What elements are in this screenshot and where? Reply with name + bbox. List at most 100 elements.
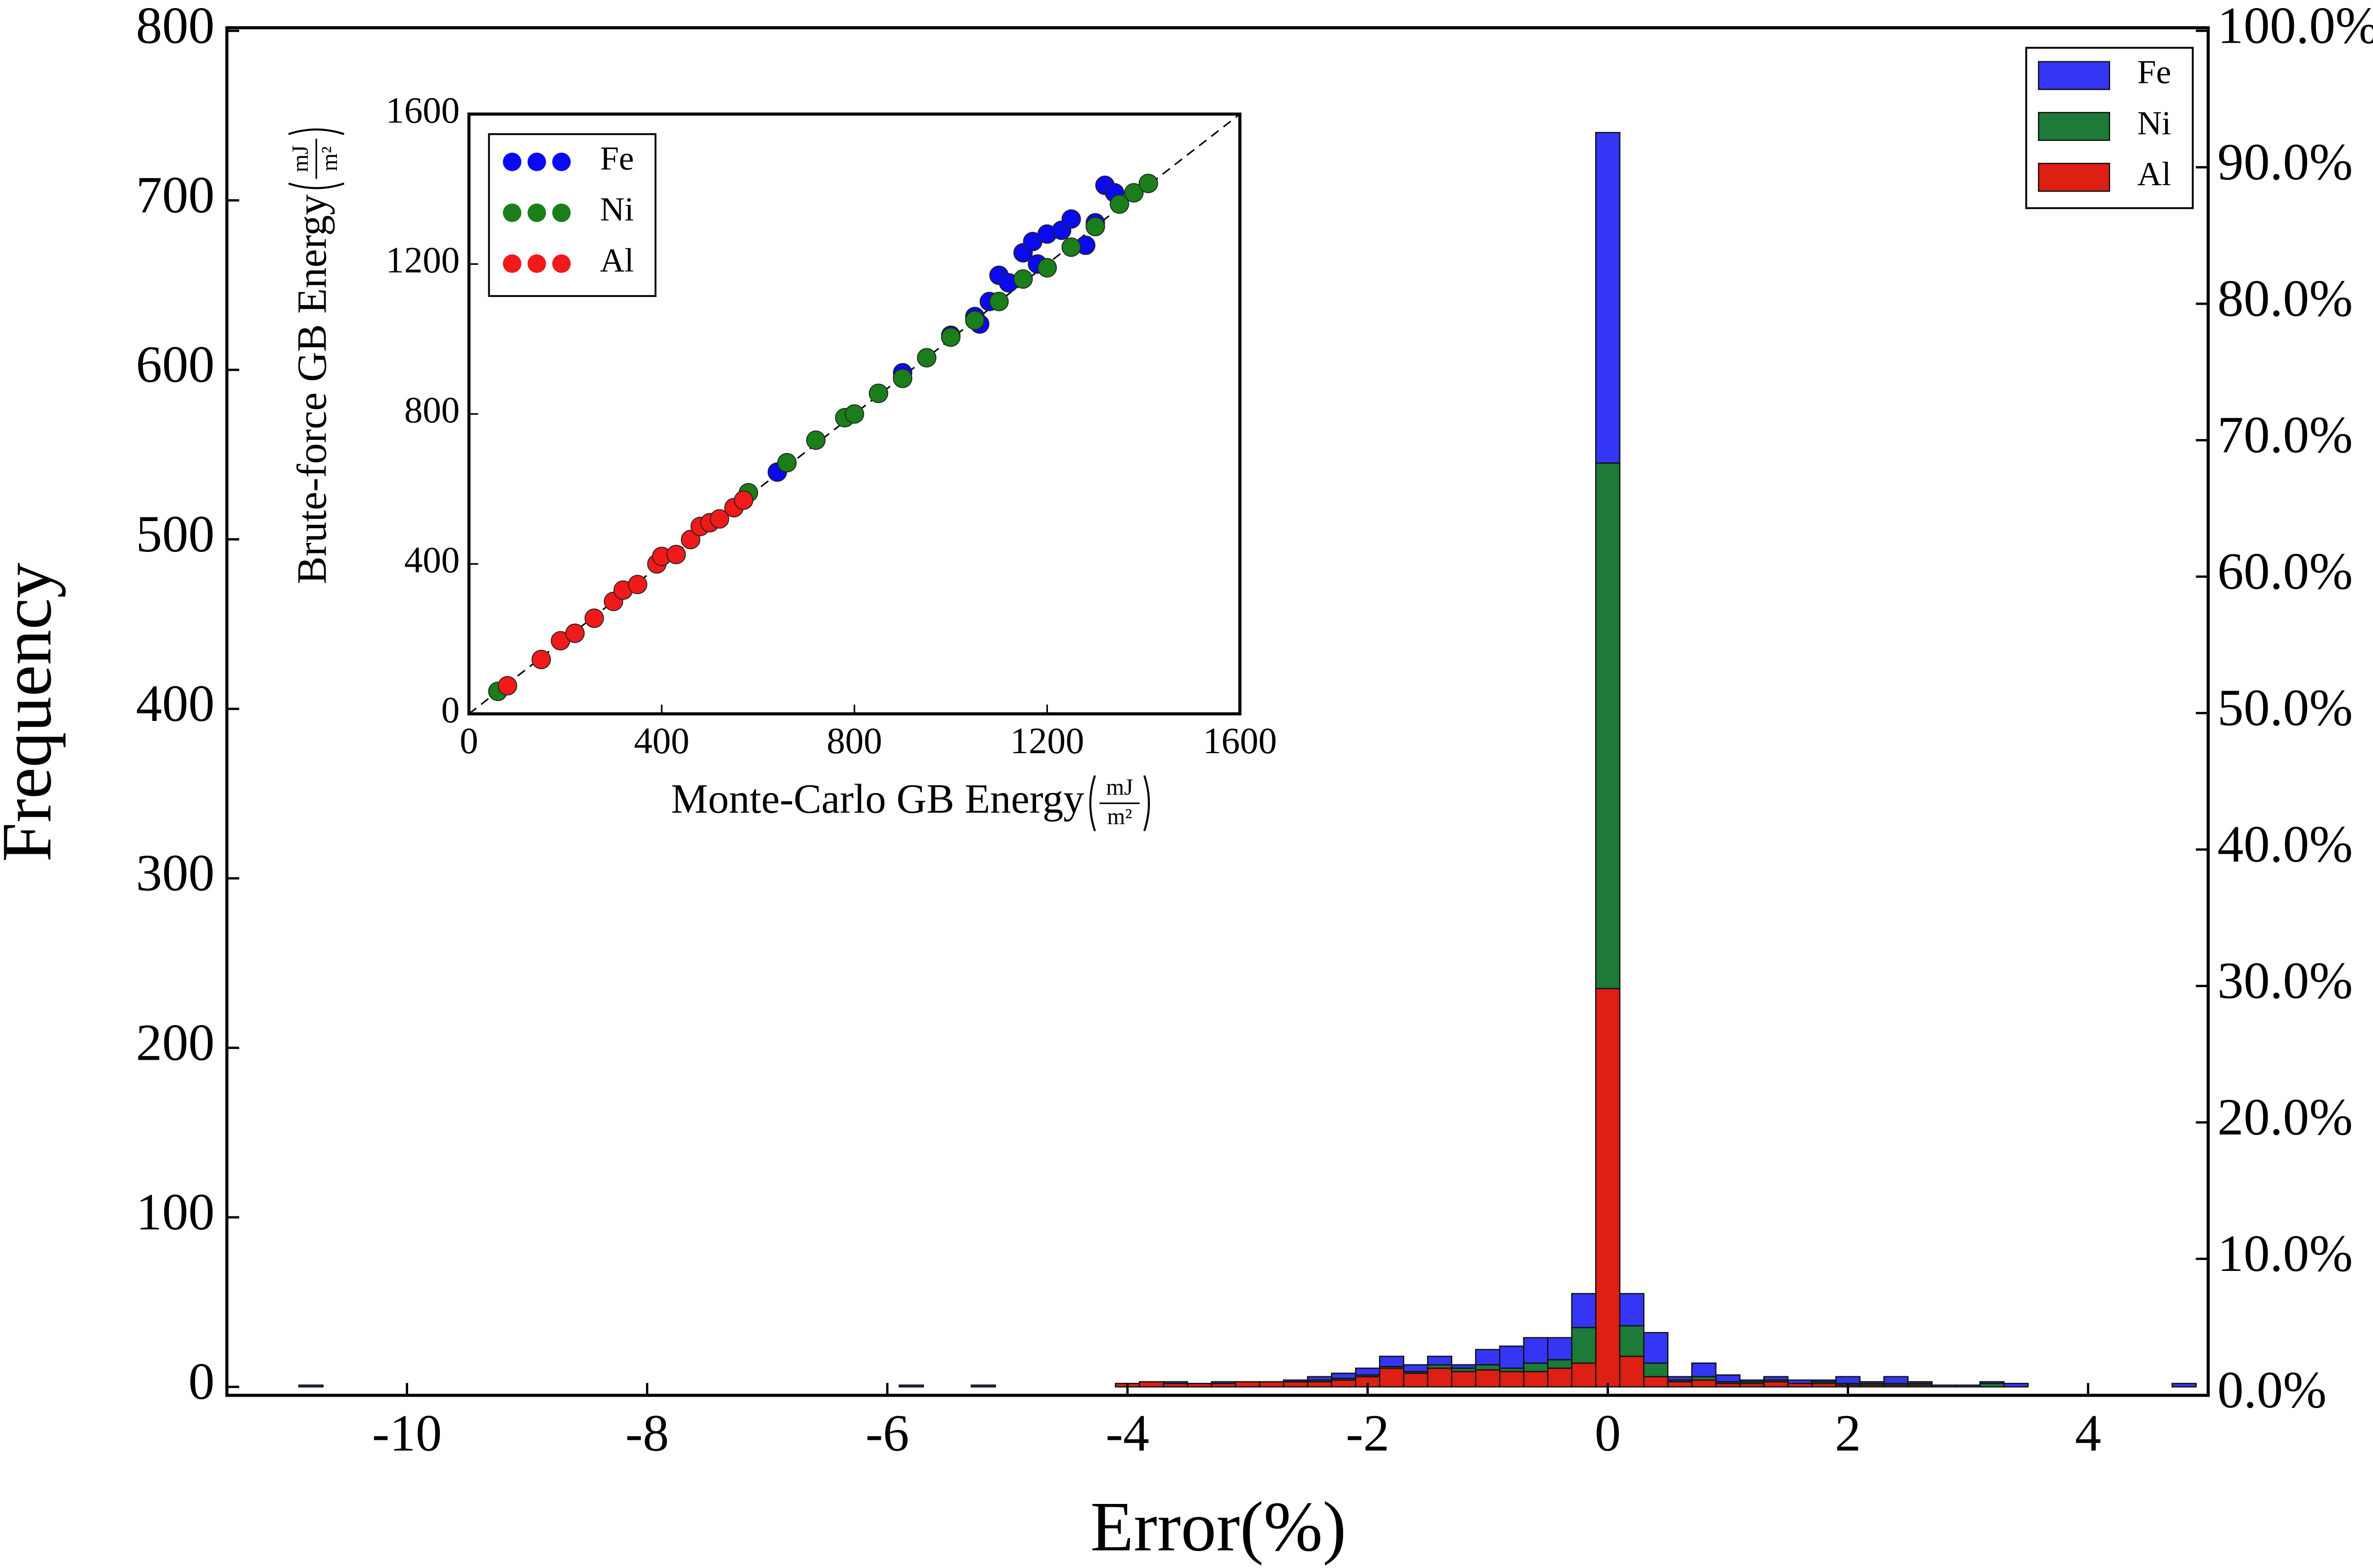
histogram-bar <box>1571 1326 1597 1364</box>
scatter-point <box>941 327 961 347</box>
histogram-bar <box>1907 1381 1933 1384</box>
scatter-point <box>1085 216 1105 236</box>
scatter-point <box>989 291 1009 311</box>
histogram-bar <box>1883 1376 1909 1384</box>
histogram-bar <box>1619 1293 1644 1327</box>
histogram-bar <box>1186 1382 1213 1388</box>
histogram-bar <box>1283 1381 1308 1388</box>
histogram-bar <box>1283 1379 1308 1382</box>
y2-tick-label: 70.0% <box>2217 406 2353 464</box>
legend-marker <box>503 203 522 222</box>
histogram-bar <box>1523 1371 1549 1388</box>
y-tick-label: 600 <box>136 336 215 393</box>
histogram-bar <box>1211 1381 1236 1384</box>
y2-tick-label: 10.0% <box>2217 1224 2353 1282</box>
y-tick-label: 800 <box>404 390 460 430</box>
y2-tick-label: 90.0% <box>2217 133 2353 191</box>
histogram-bar <box>2003 1382 2029 1388</box>
histogram-bar <box>898 1384 924 1388</box>
scatter-point <box>1061 209 1081 229</box>
y-tick-label: 200 <box>136 1013 215 1071</box>
scatter-point <box>777 453 797 473</box>
histogram-bar <box>1619 1325 1644 1357</box>
legend-label: Fe <box>600 140 634 177</box>
paren <box>288 128 345 135</box>
scatter-point <box>565 623 585 643</box>
histogram-bar <box>1643 1332 1669 1364</box>
y-tick-label: 500 <box>136 505 215 563</box>
histogram-bar <box>1523 1362 1549 1372</box>
legend-swatch <box>2038 61 2111 90</box>
paren <box>1089 775 1096 831</box>
legend-label: Al <box>2137 155 2171 193</box>
histogram-bar <box>1955 1384 1981 1388</box>
legend-marker <box>527 152 546 171</box>
y-tick-label: 400 <box>136 674 215 732</box>
paren <box>288 182 345 189</box>
scatter-point <box>893 368 913 388</box>
histogram-bar <box>1763 1376 1789 1381</box>
legend-marker <box>552 152 571 171</box>
x-tick-label: -8 <box>626 1404 669 1462</box>
y-tick-label: 400 <box>404 540 460 580</box>
histogram-bar <box>1571 1293 1597 1328</box>
histogram-bar <box>1547 1337 1573 1361</box>
y2-tick-label: 0.0% <box>2217 1361 2326 1419</box>
histogram-bar <box>1835 1376 1861 1384</box>
histogram-bar <box>1331 1372 1356 1379</box>
histogram-bar <box>1139 1381 1164 1388</box>
histogram-bar <box>1499 1371 1524 1388</box>
y2-tick-label: 30.0% <box>2217 952 2353 1009</box>
histogram-bar <box>1307 1381 1333 1388</box>
y2-tick-label: 20.0% <box>2217 1088 2353 1146</box>
scatter-point <box>666 545 686 564</box>
scatter-point <box>1013 269 1033 289</box>
y-tick-label: 0 <box>441 690 460 730</box>
legend-marker <box>527 254 546 273</box>
x-axis-label: Error(%) <box>1090 1488 1346 1566</box>
histogram-bar <box>1667 1381 1693 1388</box>
x-tick-label: 4 <box>2075 1404 2101 1462</box>
scatter-point <box>734 490 754 510</box>
histogram-bar <box>1763 1381 1789 1388</box>
histogram-bar <box>1667 1376 1693 1381</box>
scatter-point <box>710 509 729 529</box>
histogram-bar <box>1475 1349 1501 1366</box>
legend-marker <box>503 152 522 171</box>
histogram-bar <box>1307 1376 1333 1381</box>
scatter-point <box>1124 183 1144 203</box>
histogram-bar <box>1691 1379 1717 1388</box>
y-axis-label-group: Brute-force GB Energy mJ m² <box>287 128 345 584</box>
histogram-bar <box>1595 462 1621 989</box>
histogram-bar <box>1715 1374 1741 1382</box>
histogram-bar <box>1259 1381 1284 1388</box>
histogram-bar <box>971 1384 996 1388</box>
histogram-bar <box>1379 1355 1404 1367</box>
x-tick-label: -10 <box>372 1404 442 1462</box>
scatter-point <box>869 383 888 403</box>
y-tick-label: 1600 <box>386 90 460 131</box>
histogram-bar <box>1931 1384 1957 1388</box>
legend-swatch <box>2038 163 2111 192</box>
x-tick-label: 0 <box>460 720 478 761</box>
scatter-point <box>1110 194 1130 214</box>
histogram-bar <box>1787 1379 1813 1384</box>
scatter-point <box>627 575 647 595</box>
histogram-bar <box>1235 1381 1261 1388</box>
histogram-bar <box>1451 1371 1476 1388</box>
histogram-bar <box>1643 1362 1669 1378</box>
scatter-point <box>531 650 551 670</box>
histogram-bar <box>1547 1359 1573 1369</box>
y-tick-label: 0 <box>188 1353 215 1410</box>
y-tick-label: 800 <box>136 0 215 54</box>
x-tick-label: 1600 <box>1203 720 1277 761</box>
scatter-point <box>965 310 985 330</box>
y2-tick-label: 100.0% <box>2217 0 2373 54</box>
histogram-bar <box>1475 1364 1501 1371</box>
histogram-bar <box>1547 1367 1573 1388</box>
legend-swatch <box>2038 112 2111 141</box>
histogram-bar <box>1571 1362 1597 1388</box>
unit-denominator: m² <box>1107 803 1132 829</box>
